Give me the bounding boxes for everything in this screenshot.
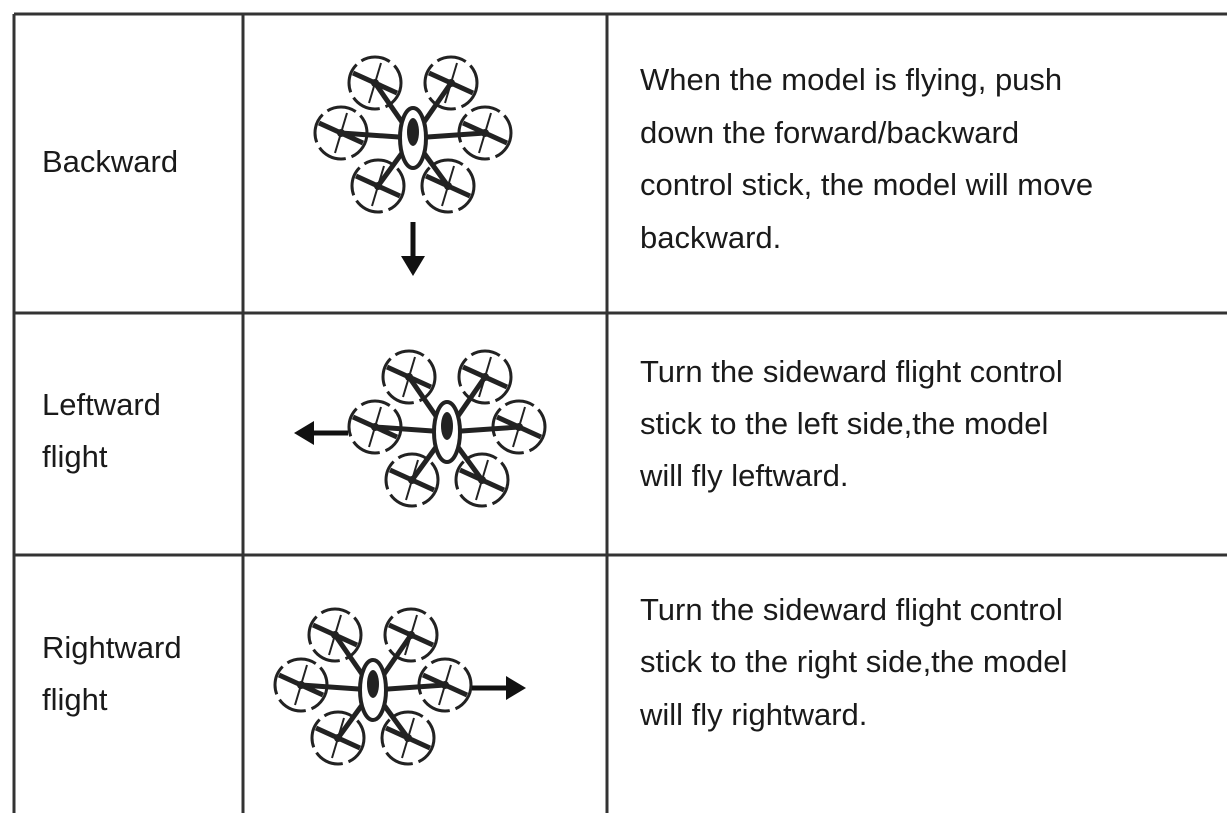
drone-rightward <box>275 609 526 764</box>
row-label: Leftward <box>42 387 161 422</box>
row-description: down the forward/backward <box>640 115 1020 150</box>
row-description: stick to the right side,the model <box>640 644 1068 679</box>
row-description: backward. <box>640 220 782 255</box>
row-description: will fly rightward. <box>640 697 868 732</box>
row-description: control stick, the model will move <box>640 167 1094 202</box>
row-description: stick to the left side,the model <box>640 406 1049 441</box>
row-description: will fly leftward. <box>640 458 849 493</box>
drone-leftward <box>294 351 545 506</box>
row-label: Backward <box>42 144 179 179</box>
row-label: flight <box>42 439 108 474</box>
row-label: Rightward <box>42 630 182 665</box>
row-description: Turn the sideward flight control <box>640 354 1063 389</box>
row-description: Turn the sideward flight control <box>640 592 1063 627</box>
table-borders <box>12 12 1227 813</box>
row-description: When the model is flying, push <box>640 62 1063 97</box>
row-label: flight <box>42 682 108 717</box>
drone-backward <box>315 57 511 276</box>
